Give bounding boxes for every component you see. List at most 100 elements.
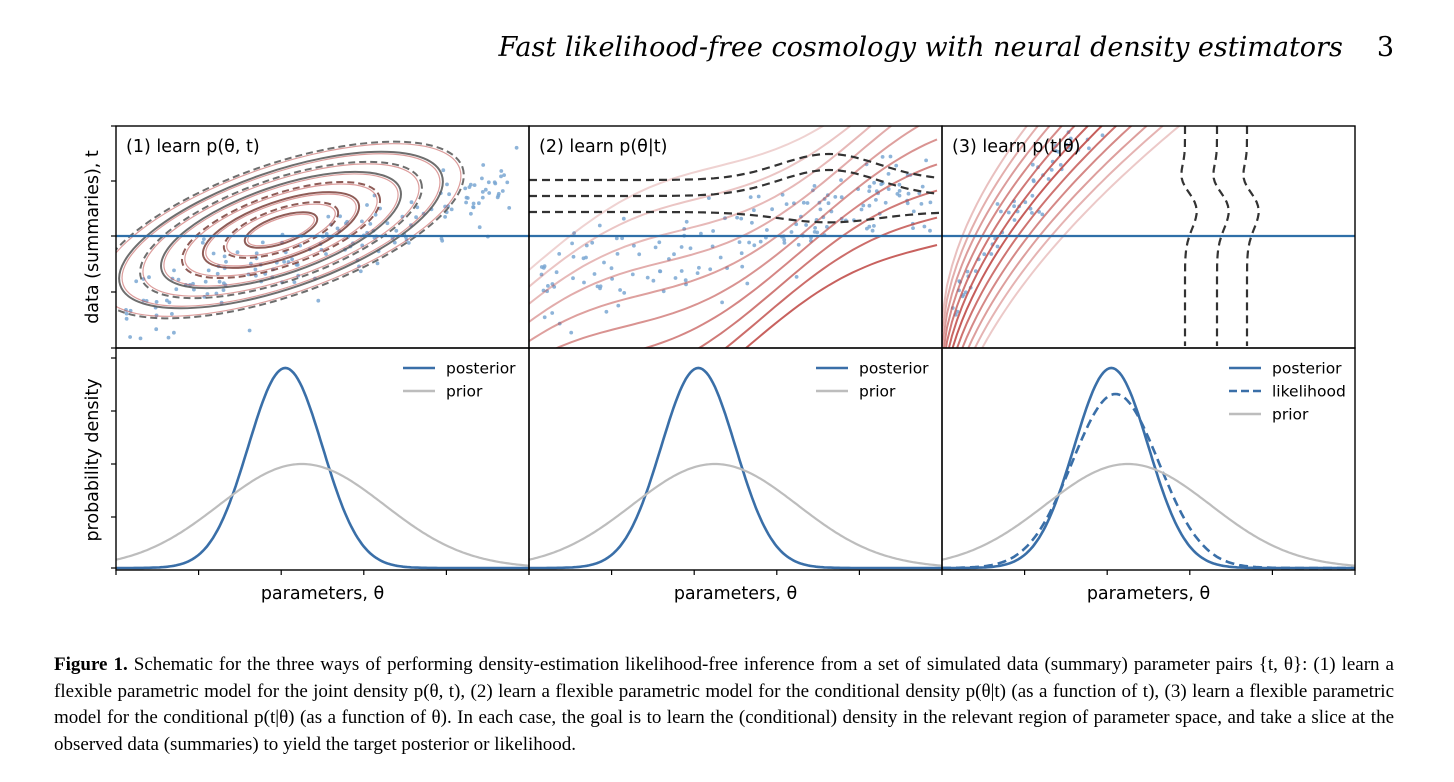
simulation-point xyxy=(597,223,602,228)
simulation-point xyxy=(480,176,484,181)
bottom-axes-frame xyxy=(115,347,530,571)
simulation-point xyxy=(1056,149,1061,154)
simulation-point xyxy=(812,230,817,234)
simulation-point xyxy=(290,257,294,262)
simulation-point xyxy=(874,198,878,202)
posterior-curve xyxy=(529,366,942,570)
simulation-point xyxy=(805,201,810,205)
simulation-point xyxy=(472,183,477,187)
simulation-point xyxy=(718,255,723,260)
posterior-slice-curve xyxy=(529,168,940,198)
joint-density-contour-inner xyxy=(116,143,462,317)
simulation-point xyxy=(928,200,933,205)
conditional-density-contour xyxy=(529,126,873,305)
simulation-point xyxy=(867,184,872,189)
panel-label-2: (2) learn p(θ|t) xyxy=(539,137,667,157)
x-axis-label: parameters, θ xyxy=(1087,584,1210,604)
simulation-point xyxy=(324,232,329,236)
simulation-point xyxy=(653,245,658,250)
panel-label-1: (1) learn p(θ, t) xyxy=(126,137,260,157)
likelihood-band-contour xyxy=(942,126,1051,347)
panel-label-3: (3) learn p(t|θ) xyxy=(952,137,1080,157)
simulation-point xyxy=(480,190,485,194)
likelihood-band-contour xyxy=(981,126,1181,348)
simulation-point xyxy=(373,212,378,217)
simulation-point xyxy=(546,284,550,288)
posterior-curve xyxy=(116,366,529,570)
legend-label-prior: prior xyxy=(859,383,896,401)
simulation-point xyxy=(872,180,876,185)
simulation-point xyxy=(657,240,662,245)
legend-label-likelihood: likelihood xyxy=(1272,383,1346,401)
simulation-point xyxy=(679,269,684,273)
simulation-point xyxy=(582,280,586,285)
simulation-point xyxy=(217,279,222,284)
joint-density-contour-inner xyxy=(121,153,441,307)
simulation-point xyxy=(200,240,205,245)
simulation-point xyxy=(758,239,763,244)
simulation-point xyxy=(886,187,891,191)
simulation-point xyxy=(292,280,297,284)
simulation-point xyxy=(502,173,506,177)
simulation-point xyxy=(592,272,597,276)
simulation-point xyxy=(919,202,924,206)
joint-density-contour xyxy=(116,140,465,320)
simulation-point xyxy=(202,237,206,241)
simulation-point xyxy=(206,268,211,273)
legend-label-posterior: posterior xyxy=(859,360,929,378)
simulation-point xyxy=(604,309,609,314)
simulation-point xyxy=(486,180,491,185)
simulation-point xyxy=(392,240,397,245)
simulation-point xyxy=(542,264,547,269)
simulation-point xyxy=(338,214,342,219)
simulation-point xyxy=(833,195,838,199)
simulation-point xyxy=(235,250,240,255)
x-axis-label: parameters, θ xyxy=(674,584,797,604)
caption-lead: Figure 1. xyxy=(54,654,128,675)
simulation-point xyxy=(737,240,742,245)
prior-curve xyxy=(528,462,943,567)
simulation-point xyxy=(708,267,713,272)
simulation-point xyxy=(505,180,510,185)
simulation-point xyxy=(1030,162,1035,167)
simulation-point xyxy=(463,186,468,191)
joint-density-contour-inner xyxy=(205,193,357,267)
simulation-point xyxy=(928,228,932,233)
simulation-point xyxy=(469,211,473,216)
conditional-density-contour xyxy=(642,163,938,348)
simulation-point xyxy=(368,222,373,226)
simulation-point xyxy=(922,224,927,229)
prior-curve xyxy=(941,462,1356,567)
joint-density-contour xyxy=(139,160,423,300)
simulation-point xyxy=(439,236,444,241)
simulation-point xyxy=(590,240,595,245)
simulation-point xyxy=(409,200,414,205)
figure-caption: Figure 1. Schematic for the three ways o… xyxy=(54,652,1394,758)
conditional-density-contour xyxy=(529,126,825,271)
simulation-point xyxy=(745,281,750,286)
simulation-point xyxy=(789,230,794,234)
simulation-point xyxy=(765,228,769,232)
bottom-y-axis-label: probability density xyxy=(83,378,103,541)
simulation-point xyxy=(782,241,787,245)
simulation-point xyxy=(756,194,761,199)
simulation-point xyxy=(570,241,574,246)
simulation-point xyxy=(550,311,555,315)
simulation-point xyxy=(684,219,689,224)
simulation-point xyxy=(911,226,915,230)
simulation-point xyxy=(124,316,129,321)
simulation-point xyxy=(711,229,715,233)
simulation-point xyxy=(224,259,228,264)
simulation-point xyxy=(965,269,970,274)
simulation-point xyxy=(326,214,331,219)
simulation-point xyxy=(897,182,902,187)
simulation-point xyxy=(813,226,817,230)
simulation-point xyxy=(804,223,808,227)
simulation-point xyxy=(254,251,259,256)
joint-density-contour-inner xyxy=(226,203,336,257)
simulation-point xyxy=(1012,218,1017,222)
likelihood-band-contour xyxy=(942,126,1063,348)
simulation-point xyxy=(792,201,796,206)
simulation-point xyxy=(780,192,785,197)
simulation-point xyxy=(154,327,159,332)
